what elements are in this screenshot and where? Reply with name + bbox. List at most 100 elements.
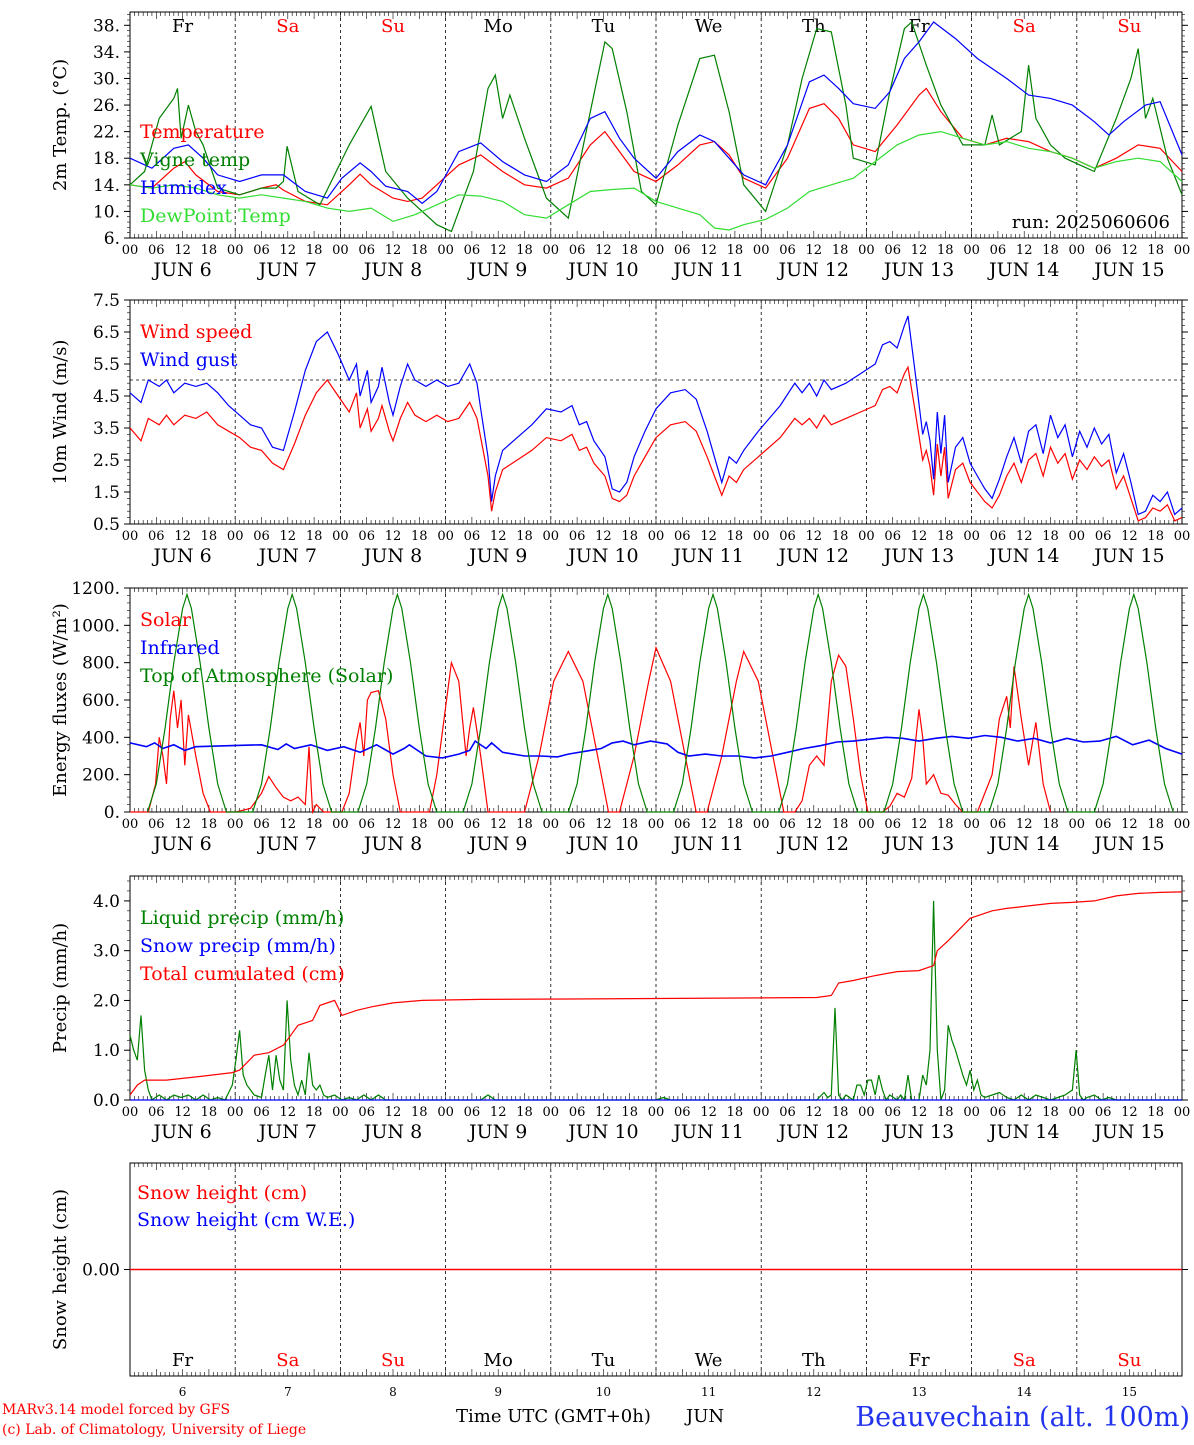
y-tick-label: 1200. <box>71 579 120 599</box>
series-line-infrared <box>129 734 1183 759</box>
day-number-label: 12 <box>806 1385 821 1399</box>
hour-tick-label: 12 <box>174 817 191 832</box>
date-label: JUN 7 <box>257 259 317 281</box>
y-tick-label: 2.0 <box>93 991 120 1011</box>
hour-tick-label: 12 <box>174 1105 191 1120</box>
panel-4: 0.0 1.0 2.0 3.0 4.0 Precip (mm/h) 00 06 12 18 00 06… <box>50 875 1190 1143</box>
hour-tick-label: 06 <box>253 243 270 258</box>
legend-label: Humidex <box>140 177 227 199</box>
hour-tick-label: 00 <box>753 817 770 832</box>
y-tick-label: 0. <box>104 803 120 823</box>
hour-tick-label: 18 <box>937 1105 954 1120</box>
y-tick-label: 400. <box>82 728 120 748</box>
hour-tick-label: 06 <box>569 243 586 258</box>
y-tick-label: 22. <box>93 123 120 143</box>
day-number-label: 15 <box>1122 1385 1137 1399</box>
date-label: JUN 8 <box>362 259 422 281</box>
y-tick-label: 38. <box>93 16 120 36</box>
hour-tick-label: 06 <box>779 1105 796 1120</box>
day-number-label: 11 <box>701 1385 716 1399</box>
hour-tick-label: 12 <box>806 243 823 258</box>
weekday-label: Mo <box>484 16 513 37</box>
weekday-label: Sa <box>1013 1350 1036 1371</box>
hour-tick-label: 18 <box>411 529 428 544</box>
weekday-label: Fr <box>172 1350 193 1371</box>
y-axis-title: Snow height (cm) <box>50 1189 71 1350</box>
hour-tick-label: 06 <box>884 529 901 544</box>
weekday-label: Th <box>802 1350 826 1371</box>
legend-label: Temperature <box>140 121 264 143</box>
hour-tick-label: 18 <box>1042 1105 1059 1120</box>
series-line-dewpoint-temp <box>129 130 1183 231</box>
hour-tick-label: 12 <box>280 243 297 258</box>
date-label: JUN 12 <box>777 259 849 281</box>
hour-tick-label: 18 <box>621 529 638 544</box>
y-tick-label: 34. <box>93 43 120 63</box>
hour-tick-label: 06 <box>884 817 901 832</box>
weekday-label: Tu <box>592 16 616 37</box>
hour-tick-label: 06 <box>464 1105 481 1120</box>
hour-tick-label: 06 <box>1095 1105 1112 1120</box>
legend-label: Vigne temp <box>139 149 250 171</box>
weekday-label: Su <box>381 1350 405 1371</box>
y-tick-label: 800. <box>82 654 120 674</box>
date-label: JUN 10 <box>566 259 638 281</box>
hour-tick-label: 00 <box>332 1105 349 1120</box>
legend-label: Snow precip (mm/h) <box>140 935 336 957</box>
legend-label: DewPoint Temp <box>140 205 291 227</box>
date-label: JUN 10 <box>566 545 638 567</box>
date-label: JUN 15 <box>1092 259 1164 281</box>
hour-tick-label: 18 <box>411 1105 428 1120</box>
panel-5: 0.00 Snow height (cm) Fr 6 Sa 7 Su 8 Mo 9 Tu 10 We 11… <box>50 1162 1188 1399</box>
hour-tick-label: 18 <box>937 817 954 832</box>
weekday-label: Su <box>1117 1350 1141 1371</box>
hour-tick-label: 18 <box>832 529 849 544</box>
hour-tick-label: 06 <box>990 817 1007 832</box>
date-label: JUN 12 <box>777 1121 849 1143</box>
hour-tick-label: 00 <box>858 817 875 832</box>
hour-tick-label: 00 <box>963 1105 980 1120</box>
date-label: JUN 12 <box>777 833 849 855</box>
hour-tick-label: 18 <box>1042 817 1059 832</box>
y-tick-label: 18. <box>93 149 120 169</box>
hour-tick-label: 06 <box>884 1105 901 1120</box>
y-tick-label: 200. <box>82 766 120 786</box>
hour-tick-label: 00 <box>543 817 560 832</box>
date-label: JUN 13 <box>882 833 954 855</box>
hour-tick-label: 00 <box>1174 243 1191 258</box>
date-label: JUN 7 <box>257 1121 317 1143</box>
hour-tick-label: 00 <box>543 529 560 544</box>
weekday-label: Sa <box>1013 16 1036 37</box>
legend-label: Wind gust <box>140 349 238 371</box>
date-label: JUN 6 <box>151 545 211 567</box>
hour-tick-label: 00 <box>227 1105 244 1120</box>
hour-tick-label: 00 <box>963 817 980 832</box>
hour-tick-label: 06 <box>464 817 481 832</box>
hour-tick-label: 06 <box>358 1105 375 1120</box>
hour-tick-label: 18 <box>1042 529 1059 544</box>
hour-tick-label: 06 <box>674 817 691 832</box>
hour-tick-label: 18 <box>621 817 638 832</box>
legend-label: Snow height (cm) <box>137 1182 307 1204</box>
panel-3: 0. 200. 400. 600. 800. 1000. 1200.Energy fluxe… <box>50 579 1190 855</box>
y-tick-label: 5.5 <box>93 355 120 375</box>
hour-tick-label: 12 <box>806 529 823 544</box>
hour-tick-label: 00 <box>858 529 875 544</box>
hour-tick-label: 12 <box>911 243 928 258</box>
day-number-label: 10 <box>596 1385 611 1399</box>
hour-tick-label: 12 <box>385 1105 402 1120</box>
hour-tick-label: 12 <box>490 529 507 544</box>
weekday-label: Sa <box>276 1350 299 1371</box>
hour-tick-label: 06 <box>674 1105 691 1120</box>
legend-label: Snow height (cm W.E.) <box>137 1209 355 1231</box>
hour-tick-label: 00 <box>122 529 139 544</box>
y-tick-label: 14. <box>93 176 120 196</box>
y-tick-label: 3.0 <box>93 942 120 962</box>
hour-tick-label: 00 <box>437 1105 454 1120</box>
hour-tick-label: 18 <box>411 817 428 832</box>
hour-tick-label: 00 <box>648 817 665 832</box>
hour-tick-label: 18 <box>621 1105 638 1120</box>
hour-tick-label: 18 <box>1147 529 1164 544</box>
